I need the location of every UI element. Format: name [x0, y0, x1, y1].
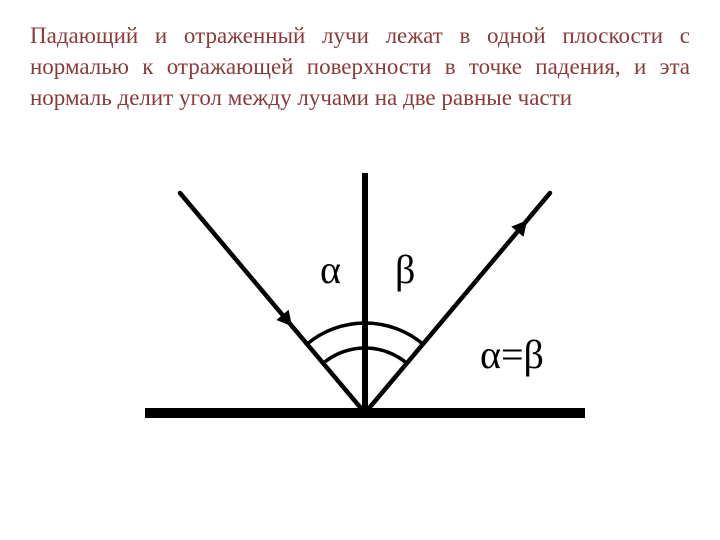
- svg-text:β: β: [395, 247, 415, 292]
- diagram-container: α β α=β: [30, 143, 690, 453]
- reflection-diagram: α β α=β: [110, 143, 610, 453]
- law-description: Падающий и отраженный лучи лежат в одной…: [30, 20, 690, 113]
- svg-text:α: α: [320, 247, 341, 292]
- svg-text:α=β: α=β: [480, 332, 544, 377]
